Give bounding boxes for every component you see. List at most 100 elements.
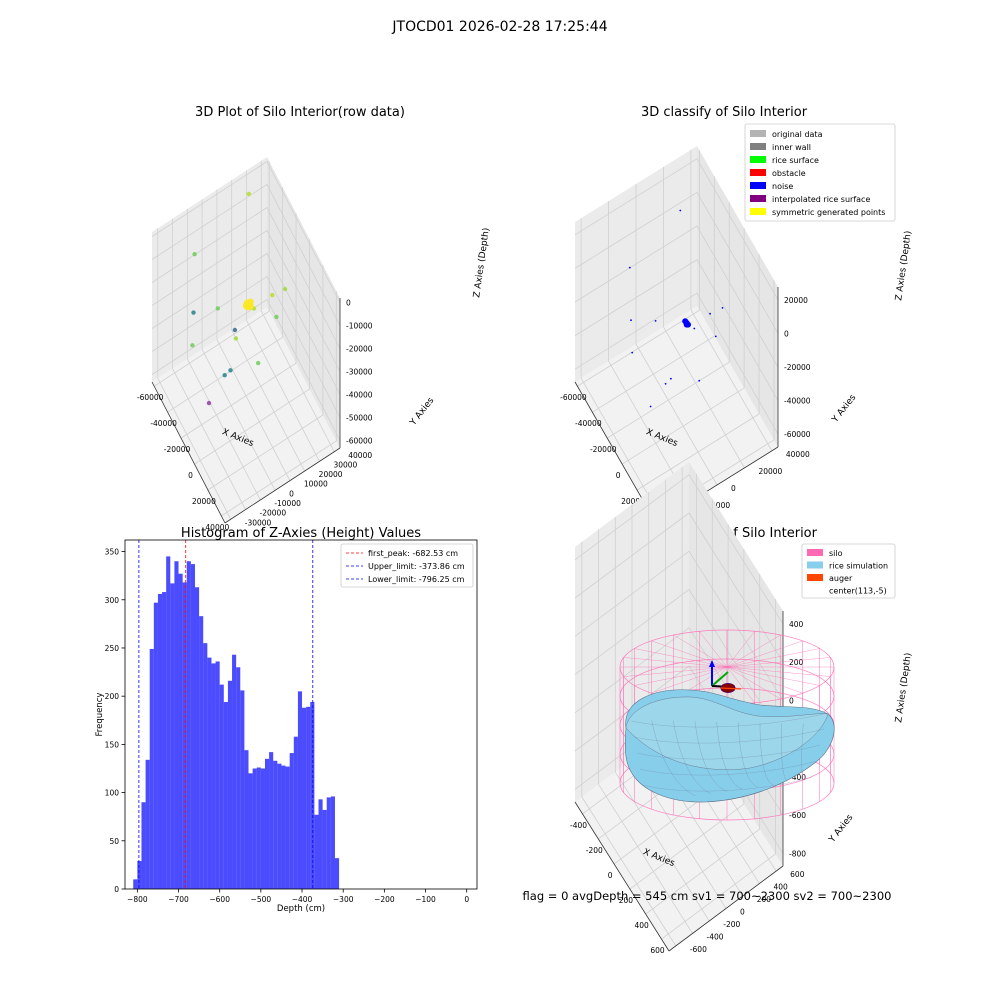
y-tick-label: 200 xyxy=(105,692,120,701)
scatter-point xyxy=(247,298,254,305)
grid-z xyxy=(574,191,779,334)
x-tick-label: 200 xyxy=(619,896,634,905)
silo-top-spoke xyxy=(726,631,755,668)
legend-swatch xyxy=(750,156,766,163)
legend-label: silo xyxy=(829,549,843,558)
y-axis-line xyxy=(668,865,784,952)
scatter-point xyxy=(206,400,212,406)
histogram-bar xyxy=(186,561,191,889)
scatter-point xyxy=(192,252,197,257)
x-tick-label: −400 xyxy=(292,895,313,904)
grid-z xyxy=(151,252,341,395)
silo-top-spoke xyxy=(726,666,831,677)
z-tick-label: -800 xyxy=(789,849,806,858)
x-tick-label: 20000 xyxy=(192,497,216,506)
silo-top-spoke xyxy=(726,634,781,668)
z-tick-label: -10000 xyxy=(346,322,373,331)
x-tick-label: −800 xyxy=(127,895,148,904)
y-tick-label: 40000 xyxy=(786,450,810,459)
grid-y-floor xyxy=(635,343,718,486)
histogram-bar xyxy=(256,767,261,889)
x-tick-label: -60000 xyxy=(137,393,164,402)
legend-swatch xyxy=(750,130,766,137)
legend-label: rice simulation xyxy=(829,562,888,571)
grid-z xyxy=(151,160,341,303)
plot-frame xyxy=(124,539,478,890)
histogram-bar xyxy=(306,706,311,889)
scatter-point xyxy=(693,327,696,330)
histogram-bar xyxy=(170,583,175,889)
histogram-bar xyxy=(199,616,204,889)
z-tick-label: -20000 xyxy=(346,345,373,354)
x-tick-label: -40000 xyxy=(575,419,602,428)
histogram-bar xyxy=(244,750,249,889)
x-tick-label: -400 xyxy=(570,821,587,830)
right-wall-pane xyxy=(267,157,340,448)
grid-z xyxy=(574,550,784,701)
rice-mesh-line xyxy=(642,776,813,792)
rice-mesh-line xyxy=(651,720,696,796)
y-tick-label: 50 xyxy=(109,837,119,846)
scatter-point xyxy=(215,306,220,311)
x-axis-line xyxy=(151,381,226,524)
grid-z xyxy=(574,259,779,401)
histogram-bar xyxy=(211,663,216,889)
y-tick-label: 600 xyxy=(790,870,805,879)
histogram-bar xyxy=(260,768,265,889)
scatter-point xyxy=(664,382,667,385)
grid-z xyxy=(574,292,779,435)
histogram-bar xyxy=(166,556,171,889)
z-tick-label: -30000 xyxy=(346,368,373,377)
panel-classify-title: 3D classify of Silo Interior xyxy=(641,105,808,120)
y-tick-label: 150 xyxy=(105,740,120,749)
histogram-bar xyxy=(190,564,195,889)
z-tick-label: -40000 xyxy=(346,391,373,400)
x-axis-line xyxy=(574,801,670,952)
rice-mesh-line xyxy=(633,728,825,744)
scatter-point xyxy=(233,336,239,341)
y-tick-label: -20000 xyxy=(260,509,287,518)
histogram-bar xyxy=(240,690,245,889)
histogram-bar xyxy=(219,684,224,889)
legend-label: center(113,-5) xyxy=(829,587,887,596)
panel-histogram-title: Histogram of Z-Axies (Height) Values xyxy=(181,526,421,541)
grid-z xyxy=(151,298,341,441)
legend-box xyxy=(744,123,896,222)
legend-label: interpolated rice surface xyxy=(772,195,870,204)
histogram-bar xyxy=(330,796,335,889)
rice-mesh-line xyxy=(630,712,829,728)
x-tick-label: 40000 xyxy=(205,523,229,532)
x-tick-label: -60000 xyxy=(560,393,587,402)
histogram-bar xyxy=(141,802,146,889)
scatter-point xyxy=(631,351,634,354)
y-tick-label: -10000 xyxy=(274,499,301,508)
y-tick-label: 10000 xyxy=(304,480,328,489)
scatter-point xyxy=(683,321,690,328)
x-axis-label: Depth (cm) xyxy=(277,904,325,914)
z-tick-label: -600 xyxy=(789,811,806,820)
silo-top-spoke xyxy=(623,666,728,677)
grid-z xyxy=(151,275,341,418)
figure-suptitle: JTOCD01 2026-02-28 17:25:44 xyxy=(391,19,607,35)
z-tick-label: 0 xyxy=(789,696,794,705)
z-tick-label: -20000 xyxy=(784,363,811,372)
rice-mesh-line xyxy=(636,744,821,760)
scatter-point xyxy=(714,335,717,338)
legend-swatch xyxy=(750,182,766,189)
scatter-point xyxy=(191,310,196,315)
x-tick-label: -200 xyxy=(586,846,603,855)
grid-y-floor xyxy=(663,326,745,469)
z-tick-label: -60000 xyxy=(346,437,373,446)
grid-x-floor xyxy=(153,310,270,387)
grid-y-floor xyxy=(246,320,320,462)
grid-z xyxy=(574,512,784,663)
grid-y-floor xyxy=(260,310,335,452)
grid-y-floor xyxy=(186,358,261,501)
x-tick-label: 20000 xyxy=(621,497,645,506)
z-tick-label: -60000 xyxy=(784,430,811,439)
x-tick-label: 400 xyxy=(635,921,650,930)
z-tick-label: 0 xyxy=(784,329,789,338)
scatter-point xyxy=(274,314,279,320)
grid-x-floor xyxy=(194,388,310,465)
